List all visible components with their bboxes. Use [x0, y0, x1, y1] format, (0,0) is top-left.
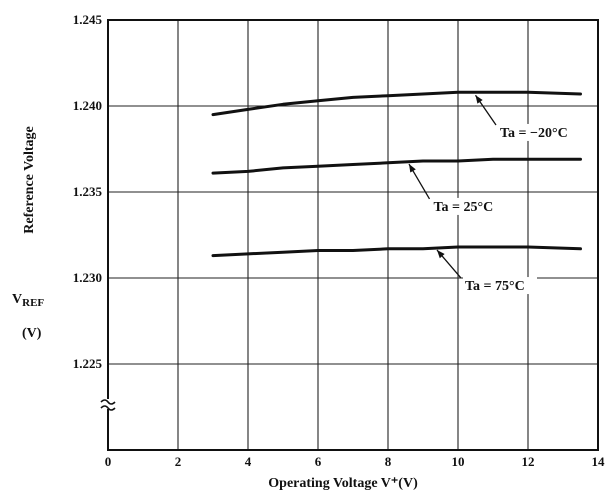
x-tick-labels: 0 2 4 6 8 10 12 14 [105, 454, 605, 469]
x-tick-label: 14 [592, 454, 606, 469]
axis-break-mark [100, 399, 116, 405]
annotation-label: Ta = 25°C [434, 200, 494, 215]
y-axis-symbol-main: V [12, 292, 22, 307]
y-tick-label: 1.230 [73, 270, 102, 285]
annotation-arrowhead [437, 250, 445, 259]
annotations: Ta = −20°C Ta = 25°C Ta = 75°C [408, 94, 572, 295]
axis-break-mark [100, 405, 116, 411]
series-line [211, 245, 582, 258]
x-tick-label: 10 [452, 454, 465, 469]
annotation-label: Ta = −20°C [500, 126, 568, 141]
x-tick-label: 6 [315, 454, 322, 469]
annotation-label: Ta = 75°C [465, 279, 525, 294]
series-line [211, 157, 582, 175]
axis-break-gap [102, 399, 114, 409]
y-tick-labels: 1.225 1.230 1.235 1.240 1.245 [73, 12, 103, 371]
x-tick-label: 4 [245, 454, 252, 469]
annotation-bg [463, 277, 537, 295]
x-tick-label: 0 [105, 454, 112, 469]
annotation-bg [498, 123, 572, 141]
y-axis-break [100, 399, 116, 411]
series-line [211, 90, 582, 117]
plot-frame [107, 19, 599, 451]
x-axis-label: Operating Voltage V⁺(V) [268, 476, 418, 491]
y-tick-label: 1.245 [73, 12, 103, 27]
annotation-arrowhead [409, 164, 416, 173]
y-tick-label: 1.235 [73, 184, 103, 199]
y-tick-label: 1.240 [73, 98, 102, 113]
x-tick-label: 8 [385, 454, 392, 469]
grid [108, 20, 598, 450]
y-axis-symbol-sub: REF [22, 297, 44, 309]
annotation-arrowhead [475, 95, 483, 104]
x-tick-label: 12 [522, 454, 535, 469]
series-lines [211, 90, 582, 258]
x-tick-label: 2 [175, 454, 182, 469]
annotation-bg [431, 197, 506, 215]
y-tick-label: 1.225 [73, 356, 103, 371]
y-axis-symbol: VREF [12, 292, 44, 309]
y-axis-label: Reference Voltage [22, 126, 37, 233]
y-axis-unit: (V) [22, 326, 42, 341]
